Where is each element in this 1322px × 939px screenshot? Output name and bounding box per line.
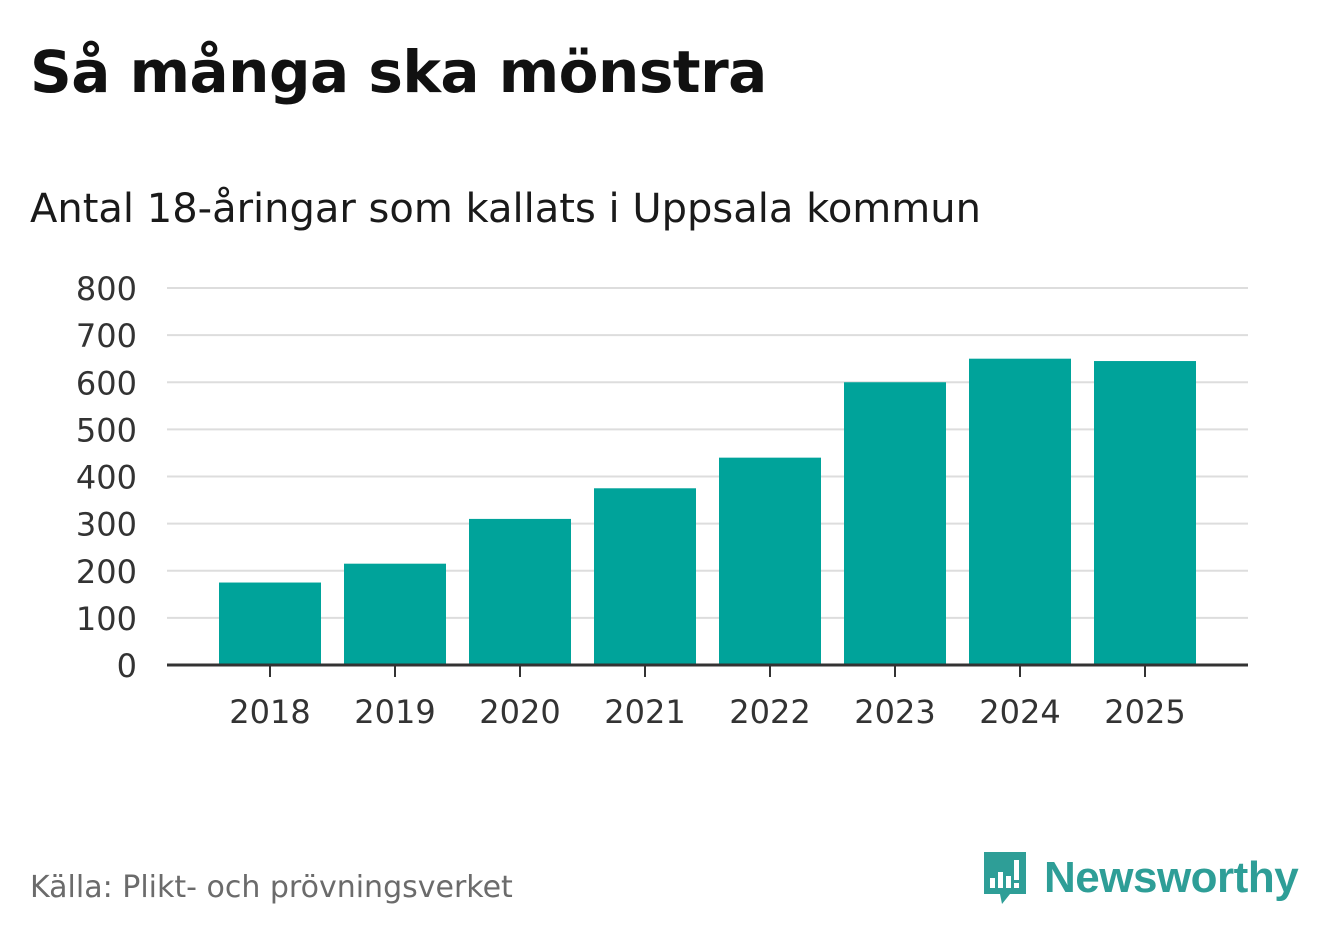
x-tick-label-2025: 2025	[1104, 693, 1185, 731]
y-tick-label-300: 300	[76, 506, 137, 544]
y-tick-label-500: 500	[76, 411, 137, 449]
bar-2020	[469, 518, 571, 665]
y-tick-label-600: 600	[76, 364, 137, 402]
bar-2021	[594, 488, 696, 665]
bar-2019	[344, 563, 446, 665]
x-tick-label-2019: 2019	[354, 693, 435, 731]
brand-name: Newsworthy	[1044, 853, 1299, 902]
bar-2024	[969, 358, 1071, 665]
brand-logo: Newsworthy	[980, 848, 1299, 908]
newsworthy-icon	[984, 852, 1026, 904]
x-tick-label-2024: 2024	[979, 693, 1060, 731]
y-tick-label-0: 0	[117, 647, 137, 685]
y-tick-label-100: 100	[76, 600, 137, 638]
x-tick-label-2018: 2018	[229, 693, 310, 731]
y-tick-label-200: 200	[76, 553, 137, 591]
bar-2023	[844, 382, 946, 665]
bar-2022	[719, 457, 821, 665]
x-tick-label-2022: 2022	[729, 693, 810, 731]
chart-title: Så många ska mönstra	[30, 38, 767, 106]
chart-subtitle: Antal 18-åringar som kallats i Uppsala k…	[30, 186, 981, 232]
x-tick-label-2021: 2021	[604, 693, 685, 731]
bar-2025	[1094, 361, 1196, 665]
x-tick-label-2023: 2023	[854, 693, 935, 731]
y-tick-label-700: 700	[76, 317, 137, 355]
y-tick-label-800: 800	[76, 270, 137, 308]
y-tick-label-400: 400	[76, 459, 137, 497]
x-tick-label-2020: 2020	[479, 693, 560, 731]
source-note: Källa: Plikt- och prövningsverket	[30, 870, 513, 905]
bar-2018	[219, 582, 321, 665]
